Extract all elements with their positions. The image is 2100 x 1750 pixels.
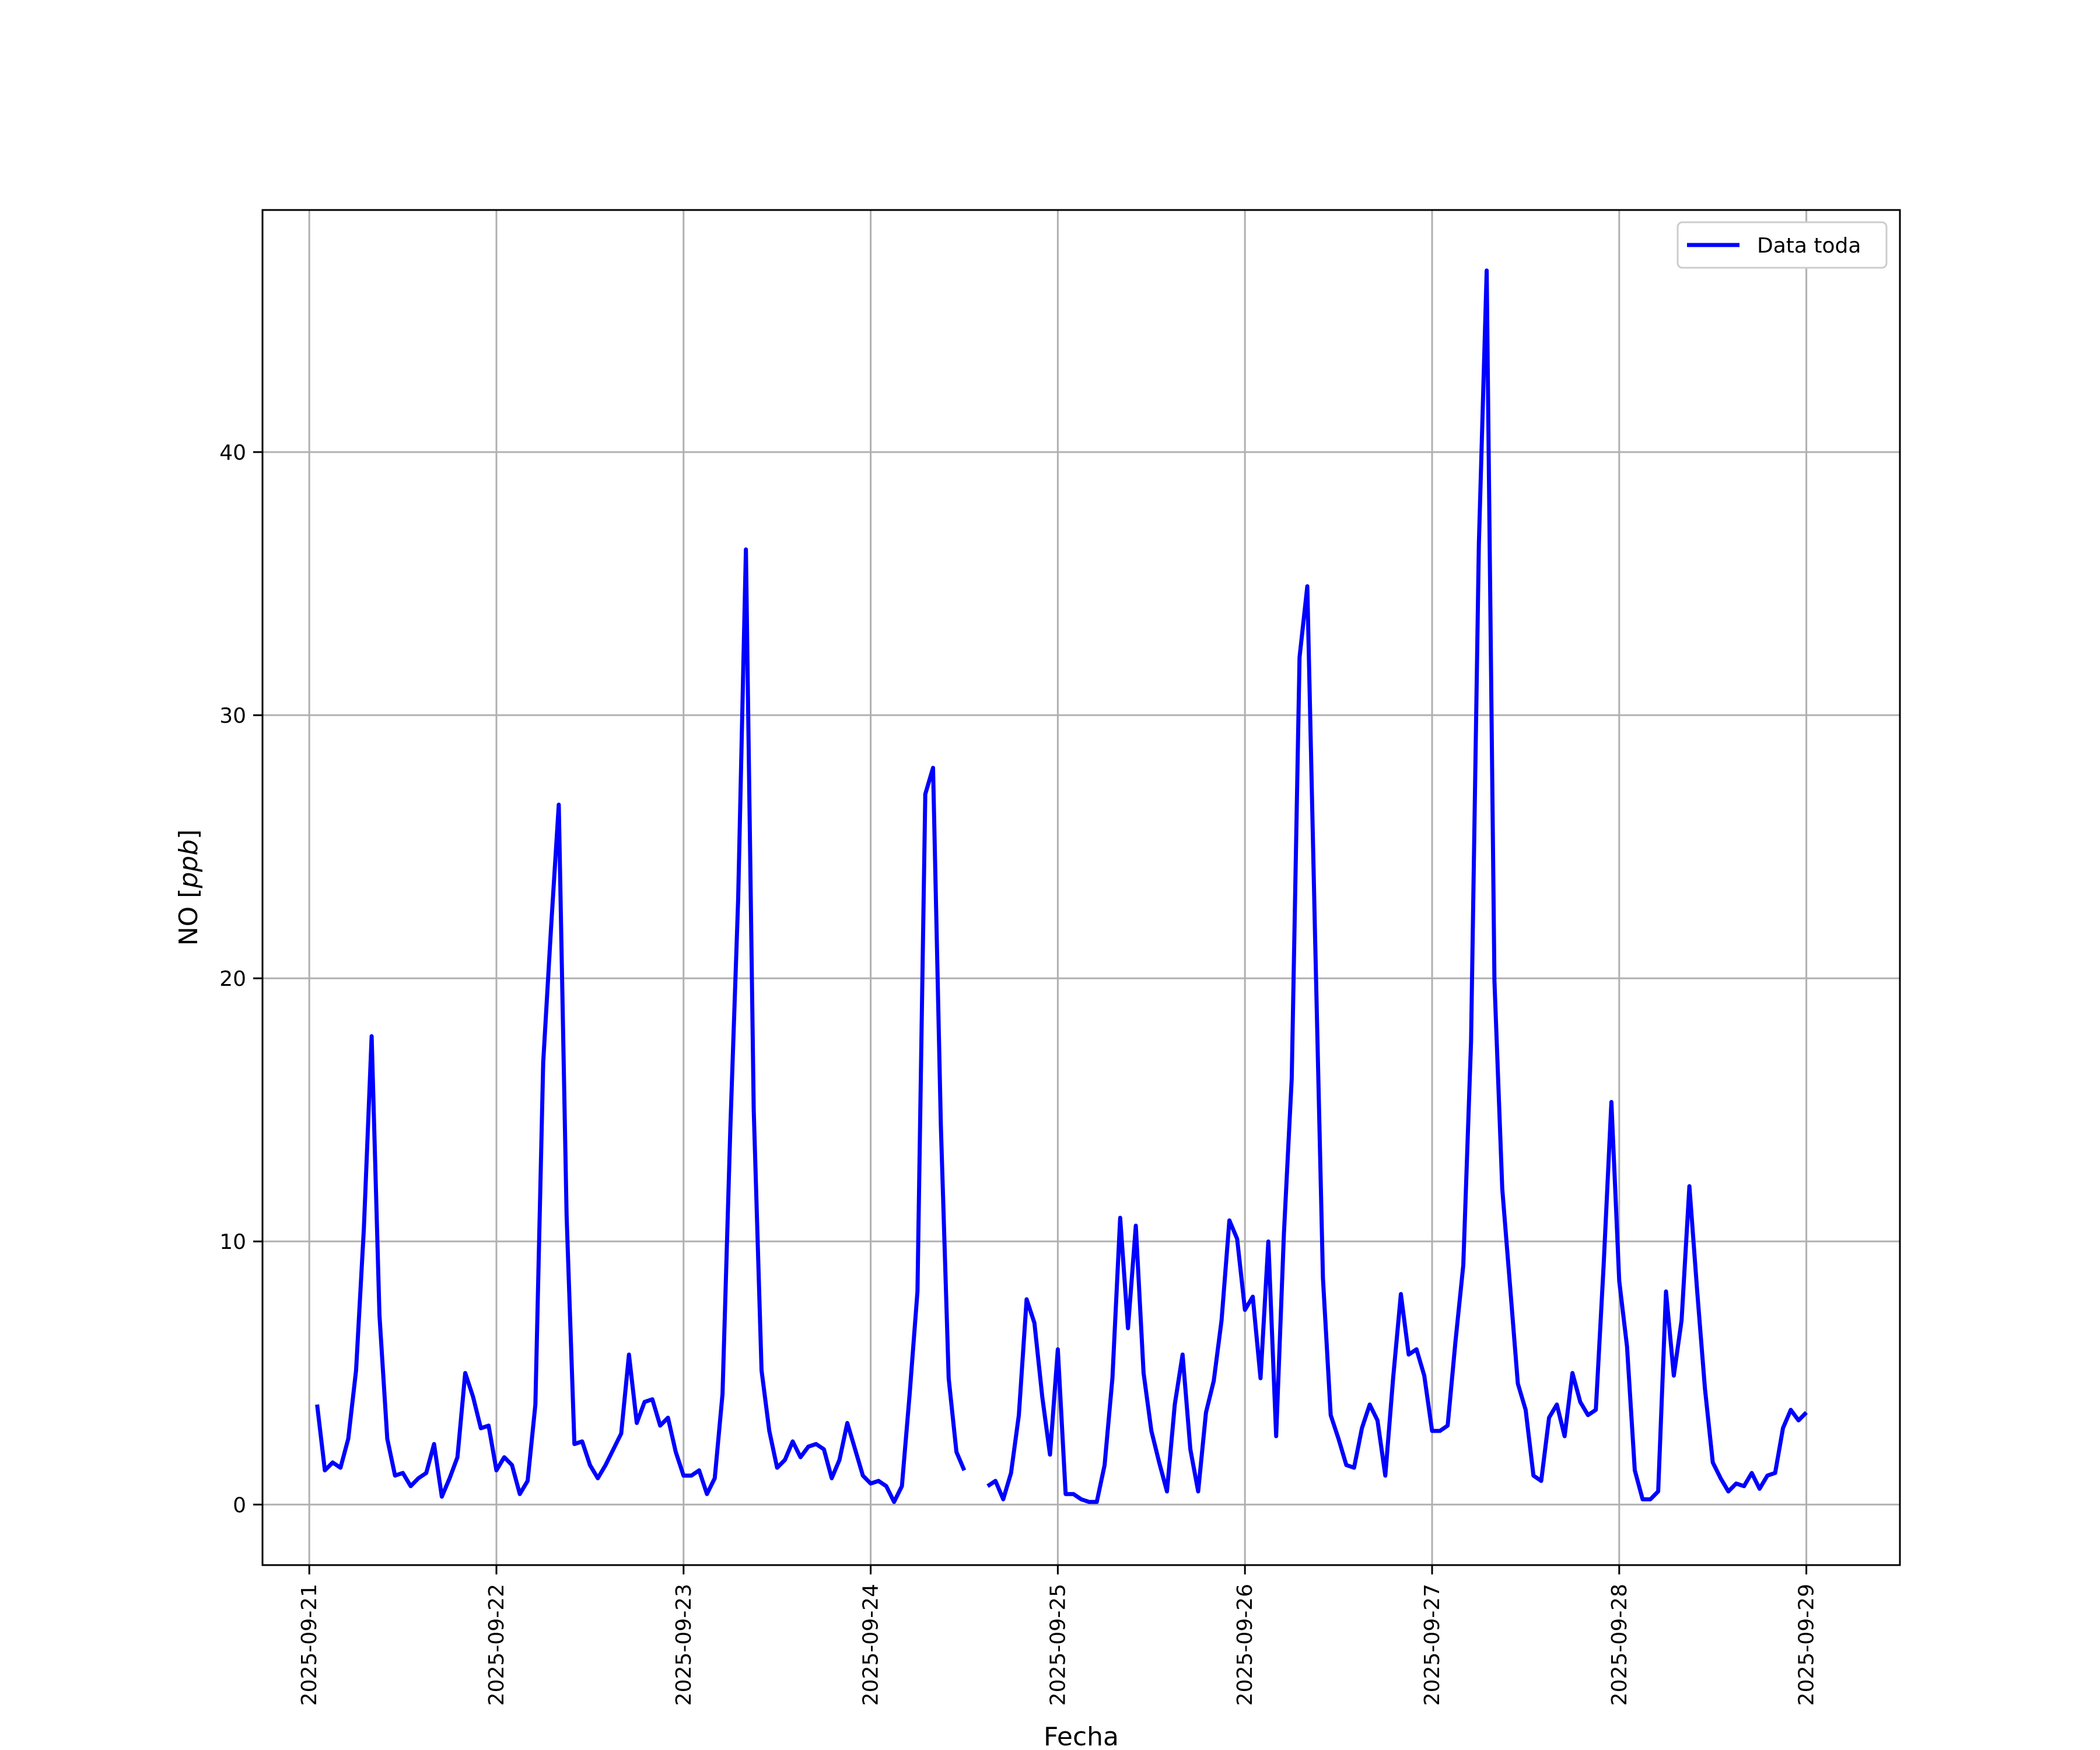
- x-axis-label: Fecha: [1044, 1722, 1119, 1750]
- series-line-0-segment-0: [315, 547, 967, 1504]
- series-line-0-segment-1: [986, 268, 1808, 1504]
- legend-label: Data toda: [1757, 234, 1861, 258]
- x-tick-label-8: 2025-09-29: [1795, 1584, 1819, 1706]
- series-layer: [315, 268, 1808, 1504]
- grid: [262, 210, 1900, 1565]
- plot-frame: [261, 209, 1901, 1566]
- y-axis-label-unit: ppb: [174, 839, 204, 889]
- x-tick-label-5: 2025-09-26: [1233, 1584, 1257, 1706]
- y-tick-label-1: 10: [219, 1230, 246, 1254]
- y-tick-label-3: 30: [219, 704, 246, 728]
- tick-labels: 2025-09-21 2025-09-22 2025-09-23 2025-09-24…: [219, 441, 1818, 1706]
- y-axis-label: NO [ppb]: [174, 830, 204, 946]
- legend: Data toda: [1676, 221, 1888, 269]
- x-tick-label-2: 2025-09-23: [672, 1584, 696, 1706]
- x-tick-label-7: 2025-09-28: [1608, 1584, 1632, 1706]
- y-axis-label-main: NO: [174, 907, 204, 946]
- y-tick-label-0: 0: [233, 1493, 246, 1517]
- y-tick-label-4: 40: [219, 441, 246, 465]
- x-tick-label-1: 2025-09-22: [485, 1584, 509, 1706]
- axis-ticks: [253, 451, 1808, 1574]
- x-tick-label-6: 2025-09-27: [1420, 1584, 1444, 1706]
- x-tick-label-4: 2025-09-25: [1046, 1584, 1070, 1706]
- x-tick-label-3: 2025-09-24: [859, 1584, 883, 1706]
- y-tick-label-2: 20: [219, 967, 246, 991]
- x-tick-label-0: 2025-09-21: [298, 1584, 321, 1706]
- legend-box: [1676, 221, 1888, 269]
